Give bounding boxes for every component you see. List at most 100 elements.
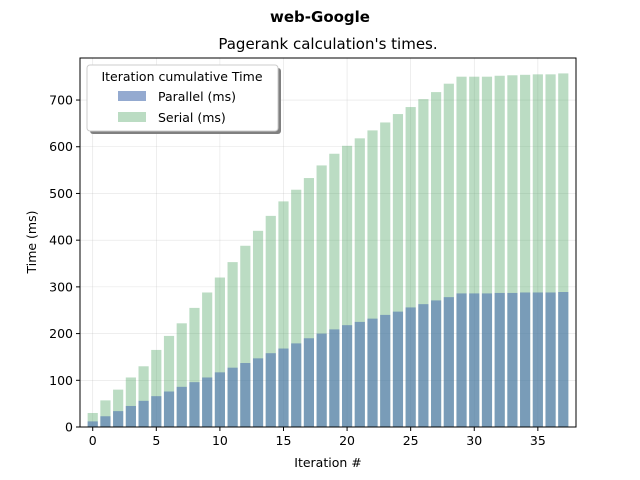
x-tick-label: 25 xyxy=(403,433,419,448)
serial-bar xyxy=(202,292,213,427)
y-axis-label: Time (ms) xyxy=(24,210,39,274)
serial-bar xyxy=(265,215,276,427)
legend: Iteration cumulative Time Parallel (ms) … xyxy=(86,64,281,134)
parallel-bar xyxy=(558,292,569,427)
serial-bar xyxy=(316,165,327,428)
parallel-bar xyxy=(405,307,416,427)
parallel-bar xyxy=(380,314,391,427)
parallel-bar xyxy=(367,318,378,427)
serial-bar xyxy=(431,92,442,427)
serial-bar xyxy=(507,75,518,427)
serial-bar xyxy=(469,76,480,428)
parallel-bar xyxy=(252,358,264,427)
parallel-bar xyxy=(151,396,162,427)
legend-box xyxy=(86,64,279,132)
x-axis-label: Iteration # xyxy=(294,455,361,470)
serial-bar xyxy=(87,412,98,427)
legend-label-serial: Serial (ms) xyxy=(158,110,226,125)
parallel-bar xyxy=(176,386,187,427)
y-tick-label: 600 xyxy=(49,139,73,154)
x-tick-label: 30 xyxy=(466,433,482,448)
x-tick-label: 35 xyxy=(530,433,546,448)
parallel-bar xyxy=(125,405,136,427)
serial-bar xyxy=(443,83,454,427)
legend-title: Iteration cumulative Time xyxy=(101,69,262,84)
serial-bar xyxy=(163,335,175,427)
y-tick-label: 0 xyxy=(65,420,73,435)
x-axis-ticks: 0 5 10 15 20 25 30 35 xyxy=(89,427,546,448)
parallel-bar xyxy=(265,353,276,427)
parallel-bar xyxy=(303,338,315,427)
parallel-bar xyxy=(456,293,467,427)
parallel-bar xyxy=(189,382,200,427)
serial-bar xyxy=(545,74,556,428)
serial-bar xyxy=(227,262,238,427)
parallel-bar xyxy=(113,411,124,427)
plot-frame xyxy=(79,57,577,428)
parallel-bar xyxy=(202,377,213,427)
y-tick-label: 700 xyxy=(49,93,73,108)
parallel-bar xyxy=(163,391,175,427)
x-tick-label: 0 xyxy=(89,433,97,448)
parallel-bar xyxy=(100,416,111,427)
serial-bar xyxy=(113,389,124,427)
serial-bar xyxy=(456,76,467,428)
serial-bar xyxy=(303,178,315,427)
parallel-bar xyxy=(520,292,531,427)
serial-bar xyxy=(125,377,136,427)
serial-bar xyxy=(380,122,391,428)
serial-bar xyxy=(558,73,569,427)
parallel-bar xyxy=(431,300,442,427)
serial-bar xyxy=(481,76,493,428)
serial-bar xyxy=(494,75,505,428)
parallel-bar xyxy=(329,329,340,427)
x-tick-label: 10 xyxy=(212,433,228,448)
serial-bar xyxy=(291,189,302,427)
parallel-bar xyxy=(418,304,429,427)
parallel-bar xyxy=(227,367,238,427)
parallel-bar xyxy=(532,292,543,427)
chart-title: Pagerank calculation's times. xyxy=(218,35,437,53)
grid-lines xyxy=(80,58,576,428)
parallel-bar xyxy=(341,325,353,427)
chart-suptitle: web-Google xyxy=(270,8,370,26)
serial-bar xyxy=(520,74,531,428)
serial-bar xyxy=(214,277,225,427)
serial-bar xyxy=(240,245,251,427)
parallel-bar xyxy=(316,333,327,427)
parallel-bar xyxy=(354,321,365,427)
serial-bar xyxy=(532,74,543,428)
x-tick-label: 15 xyxy=(276,433,292,448)
serial-bar xyxy=(138,366,149,427)
y-tick-label: 300 xyxy=(49,279,73,294)
serial-bar xyxy=(405,107,416,427)
x-tick-label: 5 xyxy=(152,433,160,448)
parallel-bar xyxy=(87,421,98,427)
parallel-bar xyxy=(481,293,493,427)
parallel-bar xyxy=(214,372,225,427)
parallel-bar xyxy=(291,343,302,427)
legend-swatch-serial xyxy=(118,112,146,122)
parallel-bar xyxy=(494,292,505,427)
y-tick-label: 500 xyxy=(49,186,73,201)
serial-bar xyxy=(367,130,378,427)
y-tick-label: 200 xyxy=(49,326,73,341)
parallel-bar xyxy=(392,311,404,427)
y-tick-label: 400 xyxy=(49,233,73,248)
serial-bar xyxy=(189,307,200,427)
x-tick-label: 20 xyxy=(339,433,355,448)
serial-bar xyxy=(100,400,111,427)
serial-bar xyxy=(418,99,429,428)
parallel-bars xyxy=(87,292,569,427)
serial-bars xyxy=(87,73,569,428)
parallel-bar xyxy=(138,400,149,427)
legend-swatch-parallel xyxy=(118,91,146,101)
serial-bar xyxy=(354,138,365,427)
y-axis-ticks: 0 100 200 300 400 500 600 700 xyxy=(49,93,80,435)
legend-label-parallel: Parallel (ms) xyxy=(158,89,236,104)
parallel-bar xyxy=(469,293,480,427)
y-tick-label: 100 xyxy=(49,373,73,388)
serial-bar xyxy=(341,145,353,427)
parallel-bar xyxy=(545,292,556,427)
